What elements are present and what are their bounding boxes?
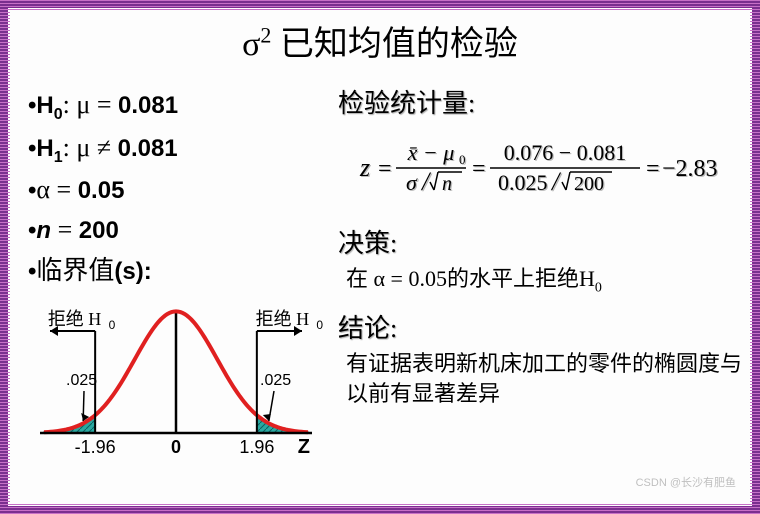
bullet-alpha: •α = 0.05	[28, 170, 328, 210]
decision-label: 决策:	[338, 223, 750, 260]
decision-text: 在 α = 0.05的水平上拒绝H0	[346, 264, 750, 298]
svg-text:=: =	[378, 156, 392, 182]
svg-text:0: 0	[459, 152, 466, 167]
bullet-list: •H0: μ = 0.081 •H1: μ ≠ 0.081 •α = 0.05 …	[28, 71, 328, 291]
bullet-h0: •H0: μ = 0.081	[28, 85, 328, 128]
svg-text:0: 0	[316, 318, 323, 332]
svg-text:n: n	[442, 173, 452, 195]
svg-text:1.96: 1.96	[239, 437, 274, 457]
bullet-n: •n = 200	[28, 210, 328, 250]
svg-text:.025: .025	[66, 372, 97, 389]
svg-text:0: 0	[171, 437, 181, 457]
svg-text:−2.83: −2.83	[662, 156, 718, 182]
svg-text:拒绝 H: 拒绝 H	[256, 309, 310, 329]
svg-text:200: 200	[574, 173, 604, 195]
svg-text:-1.96: -1.96	[75, 437, 116, 457]
title-text: 已知均值的检验	[271, 26, 518, 63]
conclusion-label: 结论:	[338, 308, 750, 345]
svg-text:0.076 − 0.081: 0.076 − 0.081	[504, 140, 626, 165]
svg-text:0.025: 0.025	[498, 170, 548, 195]
stat-label: 检验统计量:	[338, 83, 750, 120]
svg-text:σ: σ	[406, 170, 418, 195]
svg-text:.025: .025	[260, 372, 291, 389]
svg-text:z: z	[359, 153, 370, 182]
bullet-h1: •H1: μ ≠ 0.081	[28, 128, 328, 171]
watermark: CSDN @长沙有肥鱼	[636, 474, 736, 490]
bullet-critical: •临界值(s):	[28, 251, 328, 291]
svg-text:x̄ − μ: x̄ − μ	[407, 140, 455, 165]
svg-text:=: =	[472, 156, 486, 182]
slide-title: σ2 已知均值的检验	[10, 10, 750, 65]
z-formula: zz==x̄ − μx̄ − μ00σσ//nn==0.076 − 0.0810…	[356, 130, 750, 205]
svg-text:0: 0	[109, 318, 116, 332]
conclusion-text: 有证据表明新机床加工的零件的椭圆度与以前有显著差异	[346, 349, 750, 408]
svg-text:=: =	[646, 156, 660, 182]
title-sigma: σ	[242, 26, 260, 63]
svg-text:拒绝 H: 拒绝 H	[48, 309, 102, 329]
critical-value-chart: 拒绝 H 0 拒绝 H 0 .025 .025 -1.96 0 1.96 Z	[26, 297, 328, 466]
svg-text:Z: Z	[298, 436, 310, 458]
